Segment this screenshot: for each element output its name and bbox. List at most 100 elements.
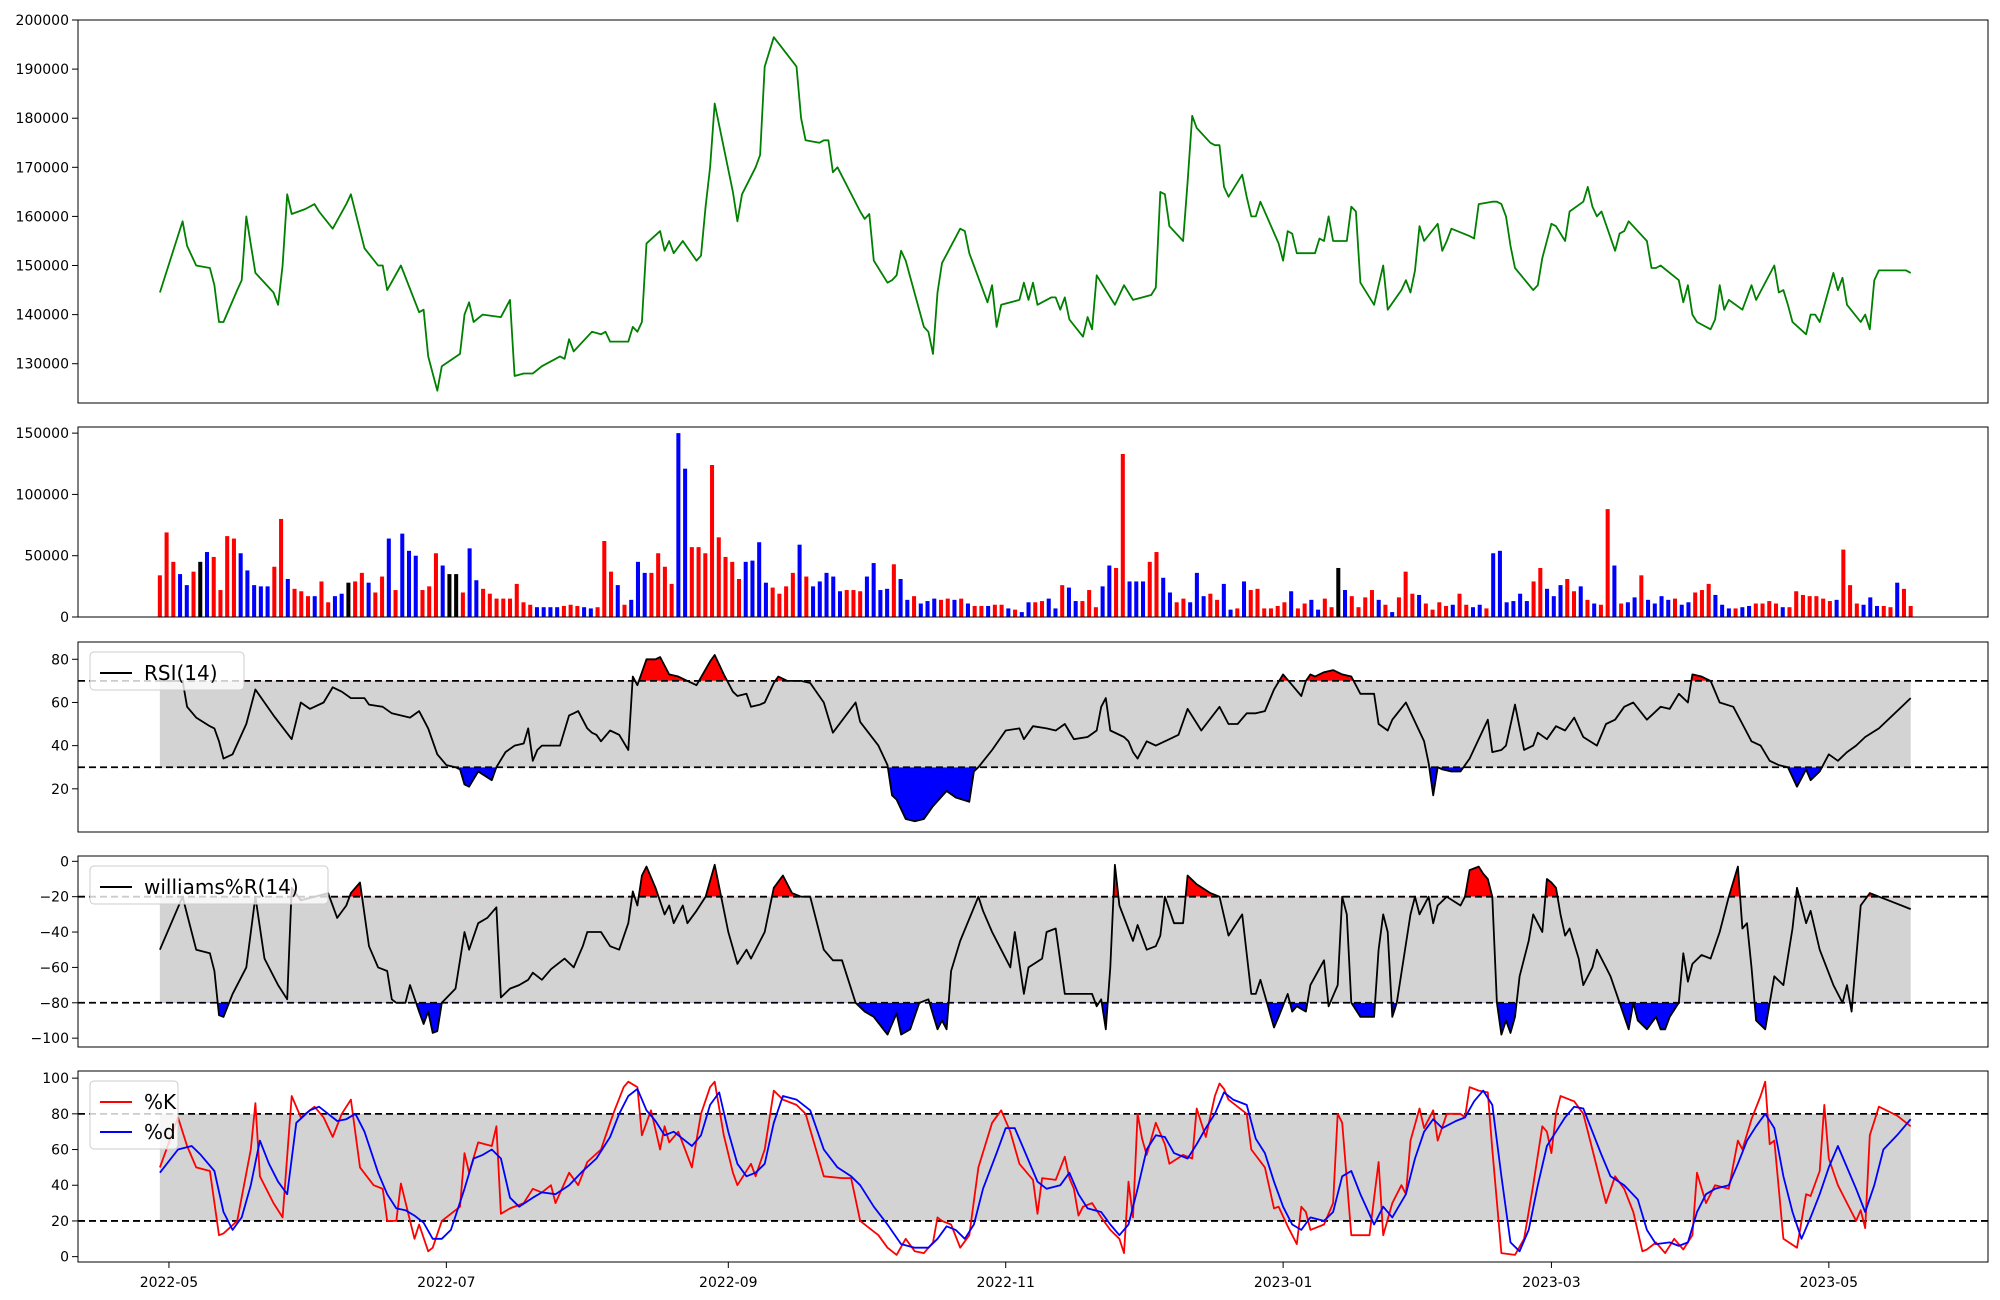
y-tick-label: 170000 bbox=[16, 160, 69, 176]
volume-bar bbox=[1848, 585, 1853, 617]
volume-bar bbox=[898, 579, 903, 617]
volume-bar bbox=[1255, 588, 1260, 617]
volume-bar bbox=[757, 542, 762, 617]
stochastic-panel: 0 20 40 60 80 100 %K %d bbox=[42, 1070, 1989, 1266]
price-line bbox=[159, 36, 1912, 392]
volume-bar bbox=[245, 570, 250, 617]
volume-bar bbox=[1747, 605, 1752, 617]
volume-bar bbox=[1720, 604, 1725, 617]
volume-bar bbox=[252, 585, 257, 617]
volume-bar bbox=[1814, 596, 1819, 617]
volume-bar bbox=[1248, 590, 1253, 617]
volume-bar bbox=[258, 586, 263, 617]
volume-bar bbox=[885, 588, 890, 617]
volume-bar bbox=[1282, 602, 1287, 617]
volume-bar bbox=[1666, 599, 1671, 617]
volume-bar bbox=[992, 604, 997, 617]
volume-bar bbox=[959, 598, 964, 617]
volume-bar bbox=[1901, 588, 1906, 617]
volume-bar bbox=[864, 576, 869, 617]
volume-bar bbox=[1706, 583, 1711, 617]
volume-bar bbox=[487, 593, 492, 617]
volume-bar bbox=[1316, 609, 1321, 617]
volume-bar bbox=[1531, 581, 1536, 617]
volume-bar bbox=[851, 590, 856, 617]
volume-bar bbox=[279, 518, 284, 617]
y-tick-label: 100000 bbox=[16, 487, 69, 503]
volume-bar bbox=[1679, 604, 1684, 617]
volume-bar bbox=[1592, 603, 1597, 617]
volume-bar bbox=[440, 565, 445, 617]
volume-bar bbox=[1376, 599, 1381, 617]
price-panel: 130000 140000 150000 160000 170000 180000 1900… bbox=[16, 13, 1989, 404]
volume-bar bbox=[1585, 599, 1590, 617]
volume-bar bbox=[319, 581, 324, 617]
volume-bar bbox=[555, 607, 560, 617]
y-tick-label: 200000 bbox=[16, 13, 69, 29]
volume-bar bbox=[1619, 603, 1624, 617]
volume-bar bbox=[1006, 608, 1011, 617]
volume-bar bbox=[609, 571, 614, 617]
volume-bar bbox=[1275, 605, 1280, 617]
volume-bar bbox=[1827, 601, 1832, 617]
volume-bar bbox=[1053, 608, 1058, 617]
volume-bar bbox=[1087, 590, 1092, 617]
volume-bar bbox=[1524, 601, 1529, 617]
x-tick-label: 2022-09 bbox=[699, 1275, 758, 1291]
y-tick-label: −100 bbox=[31, 1031, 69, 1047]
volume-bar bbox=[1309, 599, 1314, 617]
volume-bar bbox=[1194, 572, 1199, 617]
x-axis: 2022-05 2022-07 2022-09 2022-11 2023-01 2023-… bbox=[140, 1262, 1858, 1291]
volume-bar bbox=[763, 582, 768, 617]
volume-bar bbox=[1740, 607, 1745, 617]
volume-bar bbox=[1322, 598, 1327, 617]
volume-bar bbox=[615, 585, 620, 617]
volume-bar bbox=[1571, 591, 1577, 617]
volume-bar bbox=[238, 553, 243, 617]
volume-bar bbox=[353, 581, 358, 617]
neutral-band bbox=[159, 1113, 1911, 1221]
volume-bar bbox=[1632, 597, 1637, 617]
volume-bar bbox=[1396, 597, 1401, 617]
volume-bar bbox=[285, 579, 290, 617]
volume-bar bbox=[1161, 577, 1166, 617]
volume-bar bbox=[1652, 603, 1657, 617]
volume-bar bbox=[1672, 598, 1678, 617]
volume-bar bbox=[824, 572, 829, 617]
volume-bar bbox=[184, 585, 189, 617]
y-tick-label: 20 bbox=[51, 782, 69, 798]
volume-bar bbox=[380, 576, 385, 617]
volume-bar bbox=[1511, 601, 1516, 617]
volume-bar bbox=[157, 575, 162, 617]
volume-bar bbox=[723, 556, 728, 617]
volume-bar bbox=[952, 599, 957, 617]
volume-bar bbox=[474, 580, 479, 617]
volume-bar bbox=[460, 592, 465, 617]
volume-bar bbox=[925, 601, 930, 617]
y-tick-label: −80 bbox=[39, 996, 69, 1012]
y-tick-label: 190000 bbox=[16, 62, 69, 78]
volume-bar bbox=[339, 593, 344, 617]
x-tick-label: 2023-03 bbox=[1522, 1275, 1581, 1291]
y-tick-label: −60 bbox=[39, 960, 69, 976]
y-tick-label: −40 bbox=[39, 925, 69, 941]
volume-bar bbox=[716, 537, 721, 617]
y-tick-label: 0 bbox=[60, 854, 69, 870]
volume-bar bbox=[784, 586, 789, 617]
volume-bar bbox=[1221, 583, 1226, 617]
volume-bar bbox=[811, 586, 816, 617]
volume-bar bbox=[750, 560, 755, 617]
volume-bar bbox=[191, 571, 196, 617]
volume-bar bbox=[178, 574, 183, 617]
volume-bar bbox=[1841, 549, 1846, 617]
volume-bar bbox=[1753, 603, 1758, 617]
volume-bar bbox=[1875, 605, 1880, 617]
y-tick-label: 40 bbox=[51, 739, 69, 755]
volume-bar bbox=[703, 553, 708, 617]
volume-bar bbox=[582, 607, 587, 617]
volume-bar bbox=[1518, 593, 1523, 617]
volume-bar bbox=[312, 596, 317, 617]
y-tick-label: 80 bbox=[51, 1107, 69, 1123]
volume-bar bbox=[171, 561, 176, 617]
volume-bar bbox=[871, 563, 876, 617]
